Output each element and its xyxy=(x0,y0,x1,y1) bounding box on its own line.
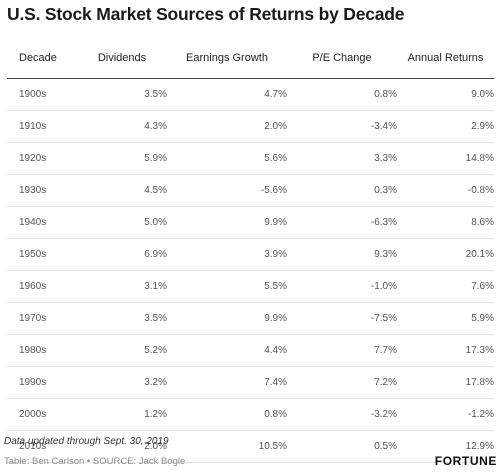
table-row: 1960s 3.1% 5.5% -1.0% 7.6% xyxy=(7,270,494,303)
dividends-cell: 3.5% xyxy=(77,302,167,335)
annual-returns-cell: 20.1% xyxy=(397,238,494,271)
table-header-row: Decade Dividends Earnings Growth P/E Cha… xyxy=(7,38,494,79)
column-header-annual-returns: Annual Returns xyxy=(397,38,494,79)
column-header-earnings-growth: Earnings Growth xyxy=(167,38,287,79)
decade-cell: 1960s xyxy=(7,270,77,303)
decade-cell: 1990s xyxy=(7,366,77,399)
fortune-logo: FORTUNE xyxy=(434,454,497,468)
dividends-cell: 4.5% xyxy=(77,174,167,207)
earnings-growth-cell: 5.6% xyxy=(167,142,287,175)
annual-returns-cell: 2.9% xyxy=(397,110,494,143)
table-row: 1930s 4.5% -5.6% 0.3% -0.8% xyxy=(7,174,494,207)
dividends-cell: 3.2% xyxy=(77,366,167,399)
earnings-growth-cell: 3.9% xyxy=(167,238,287,271)
column-header-decade: Decade xyxy=(7,38,77,79)
table-row: 1980s 5.2% 4.4% 7.7% 17.3% xyxy=(7,334,494,367)
dividends-cell: 3.5% xyxy=(77,78,167,111)
annual-returns-cell: -1.2% xyxy=(397,398,494,431)
table-row: 1990s 3.2% 7.4% 7.2% 17.8% xyxy=(7,366,494,399)
dividends-cell: 3.1% xyxy=(77,270,167,303)
pe-change-cell: -1.0% xyxy=(287,270,397,303)
earnings-growth-cell: 4.7% xyxy=(167,78,287,111)
pe-change-cell: 7.7% xyxy=(287,334,397,367)
annual-returns-cell: -0.8% xyxy=(397,174,494,207)
earnings-growth-cell: 9.9% xyxy=(167,302,287,335)
earnings-growth-cell: 5.5% xyxy=(167,270,287,303)
table-body: 1900s 3.5% 4.7% 0.8% 9.0% 1910s 4.3% 2.0% -3.4% 2… xyxy=(7,78,494,463)
pe-change-cell: 0.3% xyxy=(287,174,397,207)
dividends-cell: 5.2% xyxy=(77,334,167,367)
table-row: 1910s 4.3% 2.0% -3.4% 2.9% xyxy=(7,110,494,143)
dividends-cell: 5.0% xyxy=(77,206,167,239)
pe-change-cell: -3.2% xyxy=(287,398,397,431)
decade-cell: 2010s xyxy=(7,430,77,463)
pe-change-cell: 0.5% xyxy=(287,430,397,463)
table-row: 2000s 1.2% 0.8% -3.2% -1.2% xyxy=(7,398,494,431)
source-credit: Table: Ben Carlson • SOURCE: Jack Bogle xyxy=(4,456,186,467)
dividends-cell: 2.0% xyxy=(77,430,167,463)
earnings-growth-cell: 4.4% xyxy=(167,334,287,367)
decade-cell: 1970s xyxy=(7,302,77,335)
data-note: Data updated through Sept. 30, 2019 xyxy=(4,436,169,447)
dividends-cell: 5.9% xyxy=(77,142,167,175)
decade-cell: 2000s xyxy=(7,398,77,431)
chart-title: U.S. Stock Market Sources of Returns by … xyxy=(7,4,405,24)
table-row: 1950s 6.9% 3.9% 9.3% 20.1% xyxy=(7,238,494,271)
annual-returns-cell: 17.3% xyxy=(397,334,494,367)
decade-cell: 1910s xyxy=(7,110,77,143)
table-row: 2010s 2.0% 10.5% 0.5% 12.9% xyxy=(7,430,494,463)
decade-cell: 1900s xyxy=(7,78,77,111)
annual-returns-cell: 8.6% xyxy=(397,206,494,239)
returns-table: Decade Dividends Earnings Growth P/E Cha… xyxy=(7,38,494,463)
pe-change-cell: -7.5% xyxy=(287,302,397,335)
pe-change-cell: 9.3% xyxy=(287,238,397,271)
table-row: 1900s 3.5% 4.7% 0.8% 9.0% xyxy=(7,78,494,111)
earnings-growth-cell: 7.4% xyxy=(167,366,287,399)
decade-cell: 1950s xyxy=(7,238,77,271)
pe-change-cell: 3.3% xyxy=(287,142,397,175)
decade-cell: 1930s xyxy=(7,174,77,207)
table-row: 1920s 5.9% 5.6% 3.3% 14.8% xyxy=(7,142,494,175)
pe-change-cell: -3.4% xyxy=(287,110,397,143)
pe-change-cell: 0.8% xyxy=(287,78,397,111)
annual-returns-cell: 17.8% xyxy=(397,366,494,399)
earnings-growth-cell: 2.0% xyxy=(167,110,287,143)
annual-returns-cell: 9.0% xyxy=(397,78,494,111)
earnings-growth-cell: 9.9% xyxy=(167,206,287,239)
dividends-cell: 4.3% xyxy=(77,110,167,143)
decade-cell: 1980s xyxy=(7,334,77,367)
dividends-cell: 1.2% xyxy=(77,398,167,431)
table-row: 1970s 3.5% 9.9% -7.5% 5.9% xyxy=(7,302,494,335)
pe-change-cell: -6.3% xyxy=(287,206,397,239)
earnings-growth-cell: -5.6% xyxy=(167,174,287,207)
decade-cell: 1920s xyxy=(7,142,77,175)
annual-returns-cell: 7.6% xyxy=(397,270,494,303)
column-header-pe-change: P/E Change xyxy=(287,38,397,79)
dividends-cell: 6.9% xyxy=(77,238,167,271)
table-row: 1940s 5.0% 9.9% -6.3% 8.6% xyxy=(7,206,494,239)
column-header-dividends: Dividends xyxy=(77,38,167,79)
decade-cell: 1940s xyxy=(7,206,77,239)
annual-returns-cell: 14.8% xyxy=(397,142,494,175)
earnings-growth-cell: 0.8% xyxy=(167,398,287,431)
annual-returns-cell: 5.9% xyxy=(397,302,494,335)
earnings-growth-cell: 10.5% xyxy=(167,430,287,463)
annual-returns-cell: 12.9% xyxy=(397,430,494,463)
pe-change-cell: 7.2% xyxy=(287,366,397,399)
